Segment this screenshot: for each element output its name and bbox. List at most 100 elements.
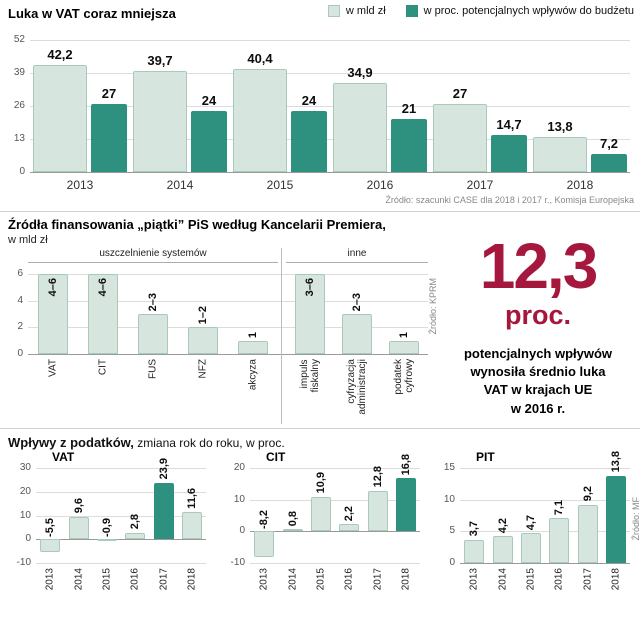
bar — [577, 504, 598, 563]
year-label: 2015 — [525, 568, 537, 591]
bar — [138, 314, 168, 354]
gridline — [30, 172, 630, 173]
legend-item-proc: w proc. potencjalnych wpływów do budżetu — [405, 5, 634, 17]
value-label: 42,2 — [47, 46, 73, 62]
gridline — [250, 468, 420, 469]
value-label: 39,7 — [147, 53, 173, 69]
gridline — [28, 274, 428, 275]
section-divider — [0, 211, 640, 212]
bar — [282, 528, 303, 532]
value-label: 2,8 — [129, 514, 142, 530]
category-label: podatek cyfrowy — [393, 359, 416, 395]
value-label: 1–2 — [197, 305, 209, 325]
bottom-title-rest: zmiana rok do roku, w proc. — [133, 436, 285, 450]
gridline — [36, 563, 206, 564]
gridline — [28, 300, 428, 302]
year-label: 2017 — [158, 568, 169, 591]
highlight-big-number: 12,3 — [479, 230, 599, 302]
legend: w mld zł w proc. potencjalnych wpływów d… — [327, 5, 634, 17]
value-label: 24 — [301, 93, 317, 109]
value-label: 14,7 — [496, 116, 522, 132]
value-label: -5,5 — [44, 518, 57, 538]
top-chart-title: Luka w VAT coraz mniejsza — [8, 6, 176, 21]
bar — [125, 532, 146, 540]
y-tick-label: 0 — [25, 533, 31, 545]
value-label: 2–3 — [351, 292, 363, 311]
bar — [153, 482, 174, 540]
year-label: 2013 — [66, 178, 94, 192]
value-label: 9,6 — [72, 498, 85, 514]
year-label: 2014 — [73, 568, 84, 591]
gridline — [36, 539, 206, 541]
bar — [254, 531, 275, 558]
year-label: 2016 — [553, 568, 565, 591]
value-label: 3–6 — [303, 278, 316, 297]
y-tick-label: -10 — [16, 557, 31, 568]
category-label: VAT — [47, 359, 59, 377]
funding-chart-subtitle: w mld zł — [8, 234, 48, 246]
bottom-section-title: Wpływy z podatków, zmiana rok do roku, w… — [8, 434, 285, 452]
tax-chart-vat: 30 20 10 0 -10 -5,5 2013 9,6 2014 -0,9 2015 2,8 2016… — [17, 458, 206, 590]
gridline — [460, 531, 630, 533]
bar — [68, 516, 89, 540]
year-label: 2014 — [497, 568, 508, 591]
legend-swatch-dark — [405, 5, 418, 17]
year-label: 2015 — [315, 568, 327, 591]
gridline — [460, 468, 630, 469]
mini-chart-title-cit: CIT — [266, 450, 286, 464]
bar — [591, 153, 627, 172]
value-label: 1 — [247, 331, 259, 338]
year-label: 2013 — [258, 568, 270, 591]
gridline — [250, 563, 420, 564]
legend-label: w mld zł — [345, 5, 386, 17]
value-label: 4–6 — [47, 278, 59, 297]
year-label: 2013 — [468, 568, 480, 591]
y-tick-label: 15 — [443, 462, 455, 473]
y-tick-label: -10 — [230, 557, 245, 568]
y-tick-label: 10 — [19, 509, 31, 521]
y-tick-label: 20 — [233, 462, 245, 473]
tax-chart-cit: 20 10 0 -10 -8,2 2013 0,8 2014 10,9 2015 2,2 2016 12… — [231, 454, 420, 590]
y-tick-label: 2 — [17, 321, 23, 333]
year-label: 2018 — [186, 568, 198, 591]
value-label: 7,1 — [553, 499, 566, 515]
bar — [342, 314, 372, 354]
y-tick-label: 6 — [17, 268, 23, 279]
bar — [88, 274, 118, 354]
value-label: 3,7 — [468, 521, 481, 537]
y-tick-label: 30 — [19, 462, 31, 473]
y-tick-label: 39 — [13, 67, 25, 78]
y-tick-label: 52 — [13, 34, 25, 45]
value-label: 13,8 — [547, 119, 573, 134]
year-label: 2018 — [610, 568, 622, 591]
gridline — [36, 468, 206, 469]
bar — [395, 478, 416, 532]
bar — [389, 340, 420, 354]
value-label: 9,2 — [581, 486, 594, 502]
y-tick-label: 10 — [443, 493, 455, 505]
value-label: 1 — [398, 331, 411, 338]
gridline — [460, 499, 630, 501]
tax-chart-pit: 15 10 5 0 3,7 2013 4,2 2014 4,7 2015 7,1 2016 9,2 201… — [444, 451, 630, 590]
bar — [491, 134, 527, 172]
bar — [233, 69, 287, 172]
value-label: 40,4 — [247, 51, 273, 67]
bar — [181, 511, 202, 540]
year-label: 2015 — [266, 178, 294, 192]
gridline — [30, 73, 630, 74]
value-label: 2,2 — [343, 506, 356, 522]
funding-chart-title: Źródła finansowania „piątki” PiS według … — [8, 217, 386, 232]
value-label: 2–3 — [147, 292, 159, 311]
category-label: impuls fiskalny — [298, 359, 321, 393]
bar — [91, 103, 127, 172]
category-label: FUS — [147, 359, 159, 379]
gridline — [460, 563, 630, 564]
bar — [339, 524, 360, 532]
y-tick-label: 0 — [239, 525, 245, 537]
bar — [291, 111, 327, 172]
bar — [310, 496, 331, 532]
year-label: 2017 — [582, 568, 593, 591]
category-label: NFZ — [197, 359, 209, 379]
group-label: uszczelnienie systemów — [28, 248, 278, 263]
